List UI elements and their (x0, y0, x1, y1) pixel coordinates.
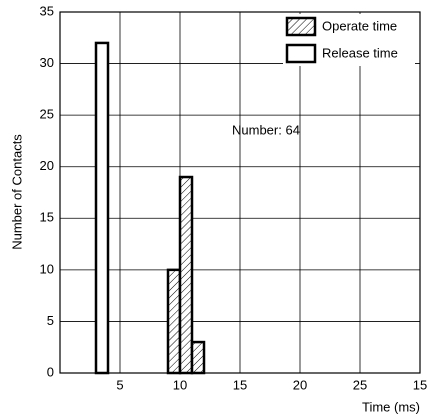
x-tick-label: 25 (353, 377, 367, 392)
legend-swatch (285, 43, 317, 64)
histogram-bar (166, 268, 182, 375)
y-tick-label: 0 (47, 364, 54, 379)
annotation: Number: 64 (232, 122, 300, 137)
histogram-bar (178, 175, 194, 375)
x-tick-label: 10 (173, 377, 187, 392)
y-tick-label: 5 (47, 313, 54, 328)
y-tick-label: 25 (40, 107, 54, 122)
legend-swatch (285, 16, 317, 37)
histogram-bar (190, 340, 206, 375)
legend: Operate time Release time (283, 14, 415, 66)
y-tick-label: 35 (40, 3, 54, 18)
plot-frame (59, 11, 421, 374)
y-axis-label: Number of Contacts (9, 134, 24, 250)
y-tick-label: 20 (40, 158, 54, 173)
grid (60, 11, 421, 374)
histogram-bar (94, 41, 110, 375)
y-tick-label: 10 (40, 261, 54, 276)
y-tick-label: 15 (40, 210, 54, 225)
x-tick-label: 20 (293, 377, 307, 392)
legend-label: Operate time (322, 18, 397, 33)
bars (94, 41, 206, 375)
x-tick-label: 15 (413, 377, 427, 392)
x-axis-label: Time (ms) (362, 399, 420, 414)
x-tick-label: 15 (233, 377, 247, 392)
x-tick-label: 5 (116, 377, 123, 392)
y-tick-label: 30 (40, 55, 54, 70)
legend-label: Release time (322, 45, 398, 60)
